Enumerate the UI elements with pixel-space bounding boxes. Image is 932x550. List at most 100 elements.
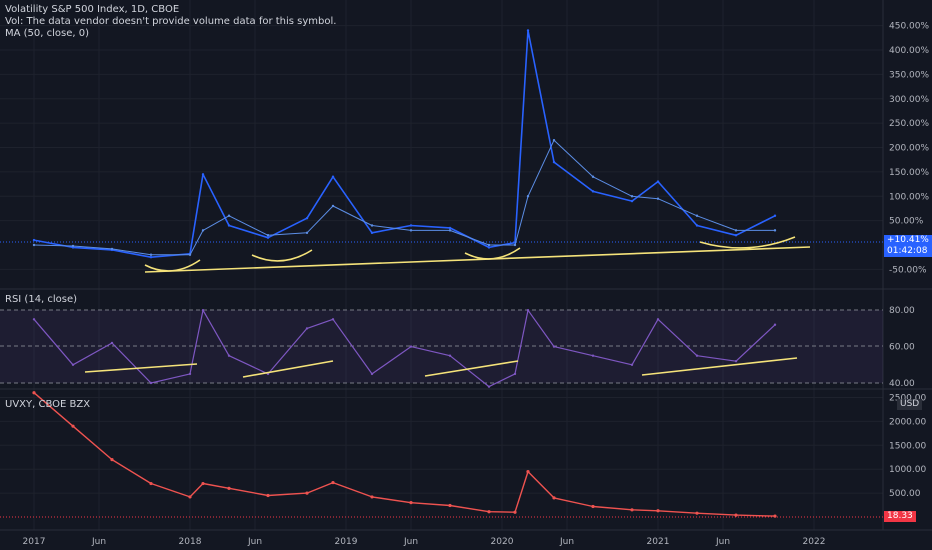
vix-line-point [526, 29, 530, 32]
rsi-legend[interactable]: RSI (14, close) [5, 294, 78, 305]
uvxy-line-point [110, 458, 114, 462]
price-axis-rsi: 80.00 60.00 40.00 [889, 306, 915, 389]
rsi-trendline[interactable] [84, 363, 198, 373]
rsi-line-point [487, 385, 491, 388]
rsi-line-point [331, 318, 335, 321]
uvxy-line-point [513, 510, 517, 514]
ma-line-point [630, 195, 634, 198]
uvxy-line-point [630, 508, 634, 512]
rsi-line-point [656, 318, 660, 321]
ma-line-point [370, 224, 374, 227]
main-legend-volume[interactable]: Vol: The data vendor doesn't provide vol… [5, 16, 337, 27]
ma-line-point [591, 175, 595, 178]
ma-line-point [331, 204, 335, 208]
ma-line-point [448, 229, 452, 232]
uvxy-line-point [695, 511, 699, 515]
rsi-line-point [734, 359, 738, 363]
ma-line-point [513, 243, 517, 247]
vix-line[interactable] [33, 29, 776, 259]
ma-line-point [734, 229, 738, 232]
rounding-bottom-arc[interactable] [144, 259, 201, 272]
main-axis-tick: 450.00% [889, 22, 929, 32]
uvxy-line-point [773, 514, 777, 518]
vix-last-change: +10.41% [887, 235, 929, 245]
rounding-bottom-arc[interactable] [251, 249, 313, 262]
vix-line-point [487, 246, 491, 249]
rsi-trendline[interactable] [242, 360, 334, 378]
ma-line-point [149, 253, 153, 256]
uvxy-line-point [487, 510, 491, 514]
rsi-line-point [409, 345, 413, 348]
rsi-axis-tick: 40.00 [889, 379, 915, 389]
rsi-line-point [32, 318, 36, 321]
ma-line[interactable] [33, 139, 775, 256]
drawing-annotations [84, 236, 811, 378]
rounding-bottom-arc[interactable] [699, 236, 796, 249]
uvxy-line[interactable] [33, 392, 776, 517]
rsi-trendline[interactable] [424, 360, 519, 377]
time-tick-label: 2021 [647, 537, 670, 547]
uvxy-line-point [227, 486, 231, 490]
main-axis-tick: 400.00% [889, 46, 929, 56]
vix-line-point [149, 255, 153, 259]
uvxy-axis-tick: 2500.00 [889, 394, 926, 404]
time-tick-label: Jun [715, 537, 730, 547]
rsi-line-point [630, 363, 634, 366]
ma-line-point [695, 214, 699, 217]
uvxy-axis-tick: 1000.00 [889, 465, 926, 475]
rsi-trendline[interactable] [641, 357, 798, 376]
main-legend[interactable]: Volatility S&P 500 Index, 1D, CBOE Vol: … [5, 4, 336, 40]
uvxy-line-point [656, 509, 660, 513]
uvxy-line-point [305, 491, 309, 495]
main-axis-tick: 50.00% [889, 217, 924, 227]
uvxy-line-point [448, 503, 452, 508]
vix-line-point [331, 175, 335, 178]
support-trendline[interactable] [144, 246, 811, 273]
main-axis-tick: 200.00% [889, 144, 929, 154]
rsi-line-point [591, 354, 595, 357]
vix-last-change-tag: +10.41% 01:42:08 [884, 235, 932, 257]
time-tick-label: 2022 [803, 537, 826, 547]
rsi-line-point [695, 354, 699, 357]
price-axis-uvxy: 2500.00 2000.00 1500.00 1000.00 500.00 [889, 394, 926, 500]
rsi-line-point [526, 309, 530, 312]
uvxy-line-point [266, 493, 270, 498]
vix-line-point [591, 190, 595, 193]
vix-line-point [266, 236, 270, 239]
time-tick-label: Jun [403, 537, 418, 547]
rsi-line-point [110, 341, 114, 345]
ma-line-point [227, 214, 231, 217]
vix-line-point [227, 224, 231, 227]
uvxy-line-point [201, 481, 205, 486]
rsi-line-point [201, 309, 205, 312]
main-axis-tick: 150.00% [889, 168, 929, 178]
uvxy-line-point [32, 391, 36, 395]
ma-line-point [110, 247, 114, 251]
series-layer [32, 29, 777, 518]
currency-badge[interactable]: USD [897, 399, 923, 410]
rsi-line-point [773, 323, 777, 326]
main-legend-ma[interactable]: MA (50, close, 0) [5, 28, 90, 39]
price-axis-main: 450.00% 400.00% 350.00% 300.00% 250.00% 200.0… [889, 22, 929, 276]
uvxy-legend[interactable]: UVXY, CBOE BZX [5, 399, 91, 410]
vix-line-point [370, 231, 374, 235]
uvxy-line-point [526, 469, 530, 474]
uvxy-line-point [591, 504, 595, 509]
main-axis-tick: 350.00% [889, 70, 929, 80]
uvxy-line-point [188, 495, 192, 499]
vix-line-point [630, 199, 634, 203]
ma-line-point [552, 138, 556, 142]
time-tick-label: Jun [559, 537, 574, 547]
time-tick-label: 2020 [491, 537, 514, 547]
ma-line-point [773, 229, 777, 232]
rounding-bottom-arc[interactable] [464, 247, 521, 260]
time-tick-label: 2019 [335, 537, 358, 547]
ma-line-point [71, 244, 75, 248]
main-legend-symbol[interactable]: Volatility S&P 500 Index, 1D, CBOE [5, 4, 180, 15]
vix-line-point [448, 226, 452, 230]
vix-line-point [695, 224, 699, 227]
main-axis-tick: -50.00% [889, 265, 927, 275]
ma-line-point [266, 234, 270, 237]
